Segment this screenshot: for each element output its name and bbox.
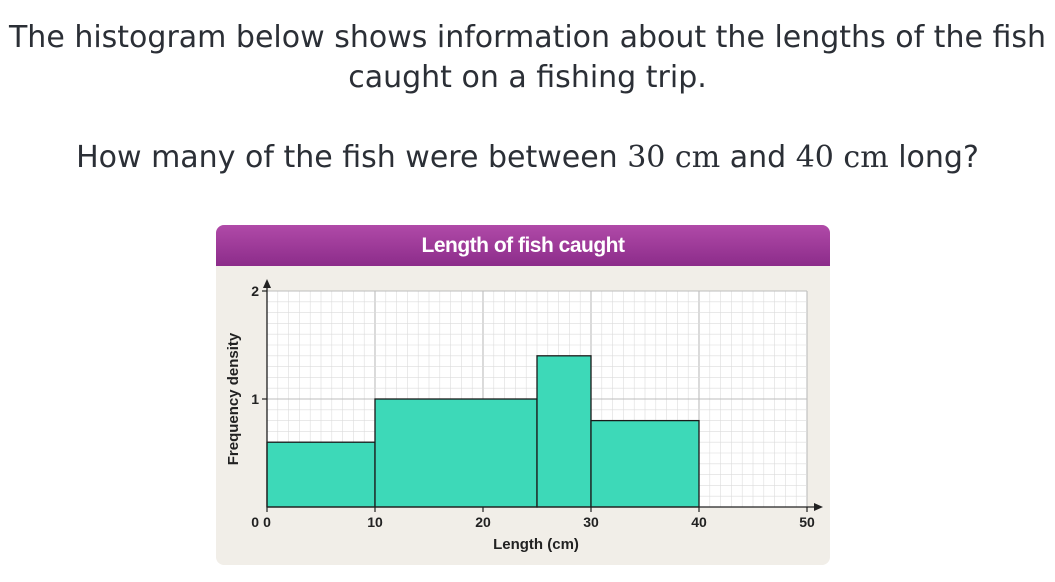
histogram-bar — [536, 355, 592, 508]
histogram-card: Length of fish caught 0 10 20 30 40 50 1 2 0 Len… — [216, 225, 830, 565]
origin-label: 0 — [251, 514, 259, 530]
question-line-1: The histogram below shows information ab… — [8, 20, 1046, 55]
histogram-bar — [374, 398, 538, 508]
histogram-bar — [590, 419, 700, 508]
y-axis-arrow — [263, 279, 271, 288]
x-tick-label: 30 — [583, 514, 599, 530]
prompt-mid: and — [720, 140, 796, 175]
x-tick-label: 40 — [691, 514, 707, 530]
prompt-prefix: How many of the fish were between — [76, 140, 628, 175]
x-tick-label: 0 — [263, 514, 271, 530]
question-prompt: How many of the fish were between 30 cm … — [0, 140, 1055, 176]
x-tick-label: 20 — [475, 514, 491, 530]
x-axis-label: Length (cm) — [493, 536, 579, 553]
upper-bound: 40 cm — [795, 140, 889, 175]
y-tick-label: 2 — [251, 283, 259, 299]
question-line-2: caught on a fishing trip. — [348, 60, 707, 95]
chart-title: Length of fish caught — [216, 225, 830, 266]
y-tick-label: 1 — [251, 391, 259, 407]
x-tick-label: 50 — [799, 514, 815, 530]
x-tick-label: 10 — [367, 514, 383, 530]
y-axis-label: Frequency density — [225, 332, 242, 465]
lower-bound: 30 cm — [627, 140, 721, 175]
histogram-bar — [266, 441, 376, 508]
x-axis-arrow — [814, 503, 823, 511]
prompt-suffix: long? — [888, 140, 979, 175]
bars — [266, 355, 700, 508]
